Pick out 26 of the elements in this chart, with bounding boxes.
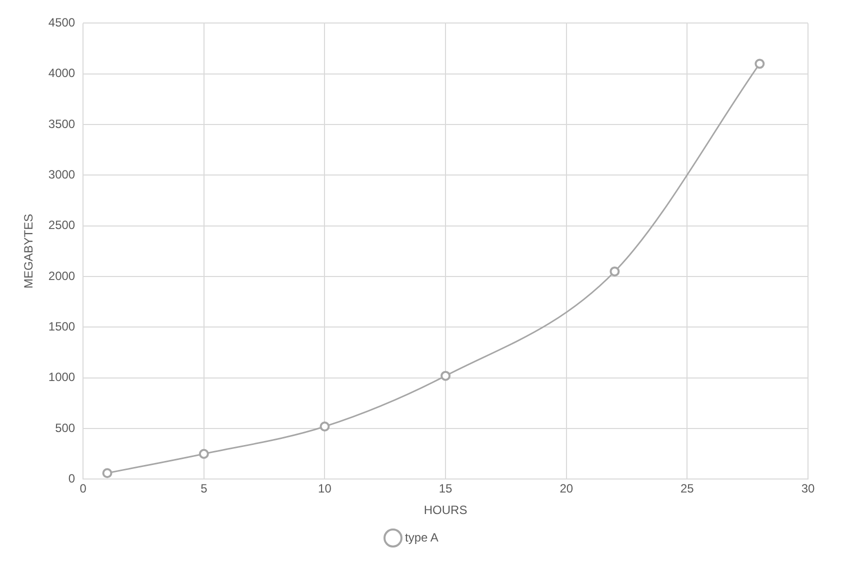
y-tick-label: 3000 <box>48 168 76 182</box>
x-tick-label: 15 <box>438 482 453 496</box>
y-tick-label: 4000 <box>48 66 76 80</box>
point <box>754 58 765 69</box>
y-axis-title: MEGABYTES <box>22 214 36 289</box>
y-tick-label: 4500 <box>48 16 76 30</box>
point <box>610 266 620 276</box>
y-tick-label: 1000 <box>48 370 76 384</box>
point <box>198 448 209 459</box>
y-tick-label: 2500 <box>48 218 76 232</box>
x-tick-label: 25 <box>680 482 694 496</box>
x-tick-label: 30 <box>801 482 815 496</box>
x-tick-label: 20 <box>560 482 574 496</box>
x-tick-label: 10 <box>318 482 332 496</box>
y-tick-label: 1500 <box>48 320 76 334</box>
y-tick-label: 2000 <box>48 268 76 283</box>
legend-label: type A <box>404 530 438 544</box>
x-axis-title: HOURS <box>424 503 468 518</box>
point <box>440 370 451 381</box>
point <box>102 468 112 478</box>
x-tick-label: 5 <box>200 482 208 496</box>
y-tick-label: 500 <box>55 420 76 435</box>
x-tick-label: 0 <box>80 482 87 496</box>
y-tick-label: 0 <box>68 472 76 486</box>
point <box>320 422 330 432</box>
y-tick-label: 3500 <box>48 116 76 131</box>
